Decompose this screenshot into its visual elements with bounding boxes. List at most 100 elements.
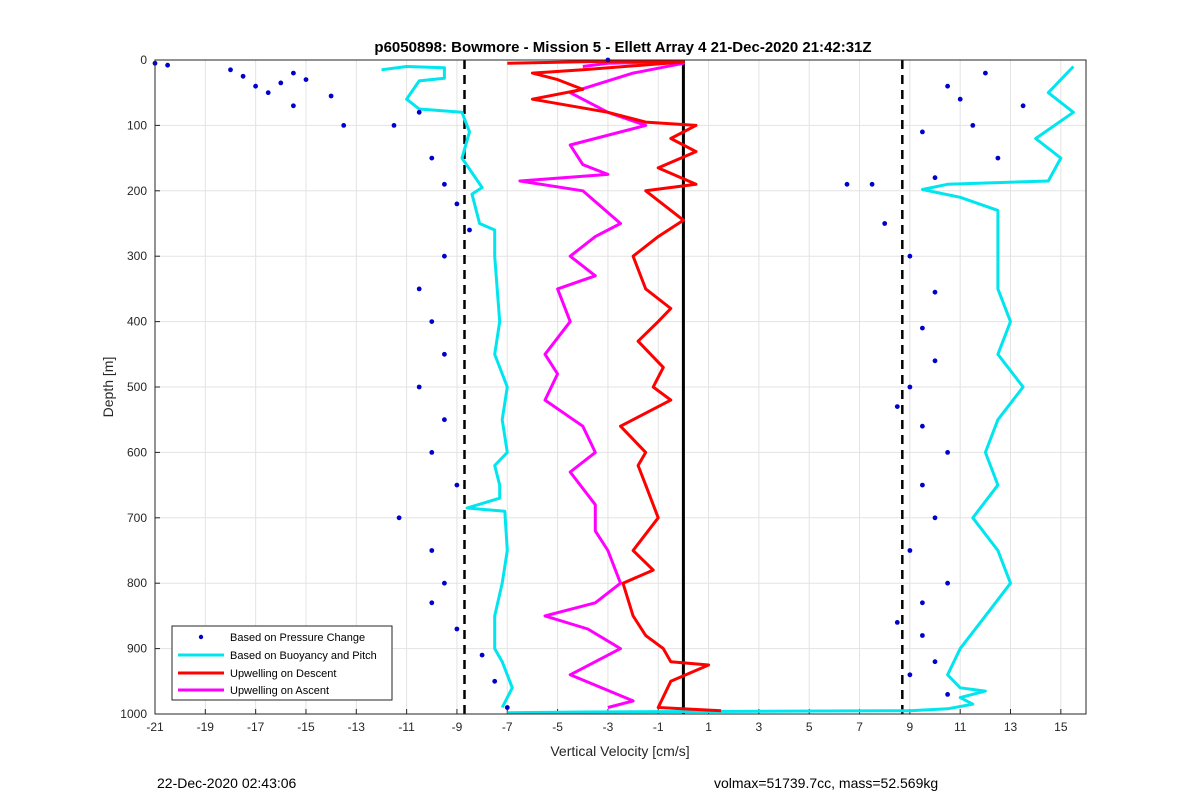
y-tick-label: 800 — [127, 576, 147, 590]
pressure-point — [454, 201, 460, 207]
pressure-point — [291, 103, 296, 109]
pressure-point — [467, 227, 472, 233]
x-tick-label: 5 — [806, 720, 813, 734]
pressure-point — [932, 659, 938, 665]
pressure-point — [907, 384, 913, 390]
tick-labels: -21 -19 -17 -15 -13 -11 -9 -7 -5 -3 -1 1 3 5 7 9 11 13 150… — [120, 53, 1068, 734]
pressure-point — [970, 123, 976, 128]
pressure-point — [957, 96, 963, 102]
pressure-point — [429, 450, 435, 455]
footer-timestamp: 22-Dec-2020 02:43:06 — [157, 775, 297, 791]
series-line-descent — [507, 59, 722, 713]
pressure-point — [454, 626, 460, 632]
x-tick-label: -9 — [452, 720, 463, 734]
series-line-buoyancy-1 — [507, 65, 1075, 715]
pressure-point — [932, 289, 938, 295]
pressure-point — [983, 70, 988, 76]
legend-label-buoyancy: Based on Buoyancy and Pitch — [230, 650, 377, 662]
x-tick-label: -11 — [398, 720, 415, 734]
chart-title: p6050898: Bowmore - Mission 5 - Ellett A… — [374, 39, 871, 56]
pressure-point — [920, 633, 925, 638]
x-tick-label: 7 — [856, 720, 863, 734]
y-tick-label: 0 — [140, 53, 147, 67]
pressure-point — [894, 620, 900, 625]
pressure-point — [165, 62, 171, 68]
x-tick-label: 13 — [1004, 720, 1018, 734]
pressure-point — [907, 253, 913, 259]
y-tick-label: 400 — [127, 315, 147, 329]
pressure-point — [416, 286, 422, 292]
reference-lines — [463, 60, 904, 714]
pressure-point — [492, 678, 498, 684]
y-axis-label: Depth [m] — [100, 357, 116, 418]
pressure-point — [303, 77, 309, 82]
pressure-point — [882, 221, 888, 226]
pressure-point — [442, 417, 447, 423]
pressure-point — [995, 155, 1001, 161]
pressure-point — [429, 548, 435, 553]
x-tick-label: -15 — [297, 720, 315, 734]
x-tick-label: 15 — [1054, 720, 1068, 734]
y-tick-label: 600 — [127, 445, 147, 459]
x-axis-label: Vertical Velocity [cm/s] — [550, 743, 689, 759]
series-line-ascent — [518, 60, 685, 709]
x-tick-label: -13 — [348, 720, 366, 734]
pressure-point — [932, 515, 938, 521]
legend-label-ascent: Upwelling on Ascent — [230, 685, 329, 697]
pressure-point — [291, 70, 296, 76]
pressure-point — [920, 600, 925, 606]
pressure-point — [920, 482, 925, 488]
pressure-point — [920, 423, 925, 429]
x-tick-label: 3 — [756, 720, 763, 734]
pressure-point — [442, 351, 447, 357]
pressure-point — [429, 319, 435, 324]
pressure-point — [341, 123, 347, 128]
legend-swatch-pressure — [198, 634, 204, 640]
pressure-point — [278, 80, 284, 86]
pressure-point — [869, 181, 875, 187]
pressure-point — [396, 515, 402, 521]
pressure-point — [228, 67, 233, 73]
legend-box — [171, 625, 393, 701]
x-tick-label: 9 — [907, 720, 914, 734]
pressure-point — [945, 580, 950, 586]
footer-vol-mass: volmax=51739.7cc, mass=52.569kg — [714, 775, 938, 791]
pressure-point — [1020, 103, 1026, 109]
pressure-point — [265, 90, 271, 96]
pressure-point — [442, 253, 447, 259]
pressure-point — [442, 580, 447, 586]
x-tick-label: -7 — [502, 720, 513, 734]
y-tick-label: 300 — [127, 249, 147, 263]
pressure-point — [429, 600, 435, 606]
pressure-point — [240, 73, 246, 79]
pressure-point — [391, 123, 397, 128]
x-tick-label: -1 — [653, 720, 664, 734]
pressure-point — [932, 175, 938, 181]
pressure-point — [328, 93, 334, 99]
pressure-point — [932, 358, 938, 364]
pressure-point — [442, 181, 447, 187]
series-line-buoyancy-0 — [381, 65, 514, 709]
y-tick-label: 100 — [127, 118, 147, 132]
legend-label-pressure: Based on Pressure Change — [230, 632, 365, 644]
pressure-point — [945, 450, 950, 455]
x-tick-label: 1 — [705, 720, 712, 734]
pressure-point — [945, 83, 950, 89]
pressure-point — [504, 705, 510, 710]
pressure-point — [920, 129, 925, 135]
x-tick-label: -19 — [197, 720, 215, 734]
pressure-point — [907, 548, 913, 553]
x-tick-label: -17 — [247, 720, 265, 734]
x-tick-label: -21 — [146, 720, 164, 734]
y-tick-label: 200 — [127, 184, 147, 198]
pressure-point — [844, 181, 850, 187]
x-tick-label: -3 — [603, 720, 614, 734]
pressure-point — [454, 482, 460, 488]
legend-label-descent: Upwelling on Descent — [230, 668, 336, 680]
x-tick-label: 11 — [954, 720, 967, 734]
pressure-point — [945, 692, 950, 697]
pressure-point — [253, 83, 258, 89]
legend: Based on Pressure Change Based on Buoyan… — [171, 625, 393, 701]
pressure-point — [416, 384, 422, 390]
y-tick-label: 500 — [127, 380, 147, 394]
